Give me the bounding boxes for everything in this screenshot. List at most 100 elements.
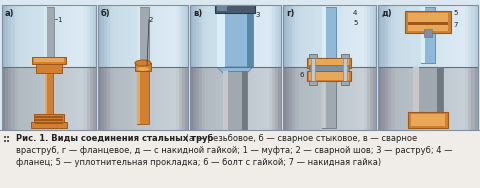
Bar bbox=[301, 67, 305, 130]
Bar bbox=[432, 5, 435, 67]
Bar bbox=[289, 5, 293, 67]
Bar bbox=[242, 71, 247, 130]
Bar bbox=[458, 67, 462, 130]
Bar bbox=[125, 67, 129, 130]
Bar bbox=[90, 67, 94, 130]
Bar bbox=[269, 67, 273, 130]
Bar bbox=[2, 5, 6, 67]
Bar bbox=[104, 67, 108, 130]
Bar bbox=[342, 5, 346, 67]
Bar bbox=[137, 7, 149, 67]
Bar bbox=[33, 67, 37, 130]
Text: 3: 3 bbox=[255, 12, 260, 18]
Bar bbox=[451, 5, 455, 67]
Bar bbox=[444, 5, 448, 67]
Bar bbox=[257, 67, 260, 130]
Bar bbox=[317, 67, 321, 130]
Bar bbox=[2, 5, 96, 130]
Bar bbox=[32, 57, 66, 64]
Bar bbox=[45, 67, 53, 126]
Bar bbox=[220, 67, 224, 130]
Bar bbox=[110, 5, 113, 67]
Bar bbox=[461, 67, 465, 130]
Bar bbox=[65, 67, 68, 130]
Bar bbox=[199, 5, 203, 67]
Bar bbox=[425, 5, 429, 67]
Bar bbox=[30, 5, 34, 67]
Bar bbox=[61, 67, 65, 130]
Bar bbox=[59, 67, 62, 130]
Bar bbox=[378, 5, 382, 67]
Bar bbox=[260, 67, 264, 130]
Text: д): д) bbox=[381, 9, 392, 18]
Bar bbox=[458, 5, 462, 67]
Bar bbox=[317, 5, 321, 67]
Bar bbox=[269, 5, 273, 67]
Bar bbox=[116, 67, 120, 130]
Bar bbox=[370, 67, 373, 130]
Bar bbox=[39, 5, 43, 67]
Bar bbox=[158, 67, 161, 130]
Bar bbox=[164, 67, 168, 130]
Bar bbox=[354, 5, 358, 67]
Bar bbox=[101, 67, 105, 130]
Bar bbox=[98, 67, 101, 130]
Bar bbox=[245, 5, 248, 67]
Bar bbox=[257, 5, 260, 67]
Bar bbox=[236, 5, 239, 67]
Text: 5: 5 bbox=[353, 20, 358, 26]
Bar bbox=[295, 5, 299, 67]
Bar bbox=[77, 5, 81, 67]
Bar bbox=[205, 5, 209, 67]
Bar bbox=[18, 67, 21, 130]
Bar bbox=[193, 5, 197, 67]
Bar bbox=[8, 67, 12, 130]
Bar bbox=[314, 67, 318, 130]
Bar bbox=[391, 67, 395, 130]
Bar bbox=[471, 5, 475, 67]
Bar bbox=[176, 5, 180, 67]
Text: фланец; 5 — уплотнительная прокладка; 6 — болт с гайкой; 7 — накидная гайка): фланец; 5 — уплотнительная прокладка; 6 … bbox=[16, 158, 381, 167]
Bar bbox=[14, 5, 18, 67]
Text: 4: 4 bbox=[353, 10, 358, 16]
Bar bbox=[227, 67, 230, 130]
Bar bbox=[5, 5, 9, 67]
Bar bbox=[68, 5, 72, 67]
Bar bbox=[77, 67, 81, 130]
Bar bbox=[381, 5, 385, 67]
Bar bbox=[441, 5, 445, 67]
Bar bbox=[232, 67, 236, 130]
Ellipse shape bbox=[135, 60, 151, 66]
Bar bbox=[241, 5, 245, 67]
Bar bbox=[354, 67, 358, 130]
Bar bbox=[220, 5, 224, 67]
Bar bbox=[418, 67, 422, 130]
Bar bbox=[425, 67, 429, 130]
Text: 2: 2 bbox=[149, 17, 154, 23]
Bar bbox=[33, 5, 37, 67]
Bar bbox=[367, 67, 370, 130]
Bar bbox=[155, 67, 158, 130]
Bar bbox=[398, 5, 402, 67]
Bar bbox=[137, 71, 149, 124]
Bar bbox=[236, 67, 239, 130]
Bar bbox=[333, 5, 336, 67]
Bar bbox=[348, 5, 352, 67]
Bar bbox=[295, 67, 299, 130]
Bar bbox=[336, 67, 339, 130]
Bar bbox=[248, 67, 251, 130]
Bar bbox=[388, 67, 392, 130]
Bar bbox=[217, 5, 225, 67]
Bar bbox=[232, 5, 236, 67]
Bar bbox=[49, 67, 53, 130]
Bar bbox=[74, 5, 78, 67]
Bar bbox=[351, 5, 355, 67]
Bar bbox=[80, 5, 84, 67]
Bar bbox=[370, 5, 373, 67]
Bar bbox=[411, 114, 445, 126]
Bar bbox=[164, 5, 168, 67]
Bar bbox=[208, 5, 212, 67]
Bar bbox=[21, 5, 24, 67]
Bar bbox=[36, 64, 62, 73]
Bar bbox=[251, 67, 254, 130]
